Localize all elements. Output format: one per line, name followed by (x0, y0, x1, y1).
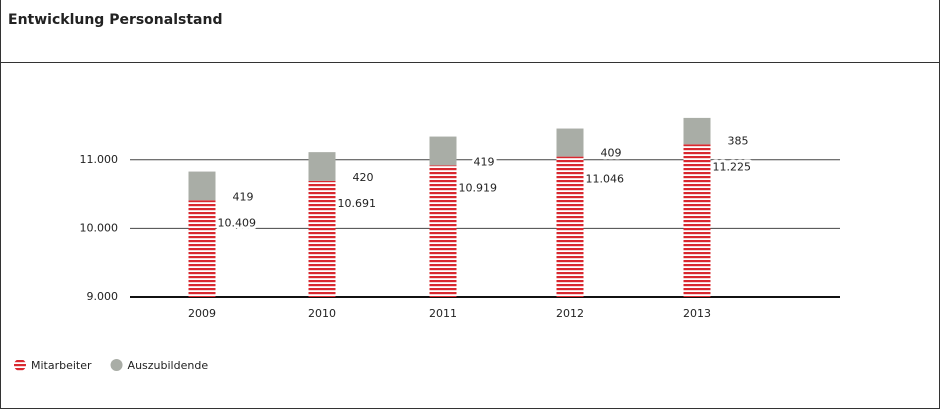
y-tick-label: 9.000 (87, 290, 119, 303)
bar-segment (308, 152, 336, 181)
chart-title: Entwicklung Personalstand (8, 12, 222, 28)
data-label: 10.691 (338, 197, 377, 210)
bar-segment (429, 136, 457, 166)
x-tick-label: 2012 (556, 307, 584, 320)
legend-label: Mitarbeiter (31, 359, 92, 372)
bar-segment (683, 117, 711, 145)
data-label: 10.409 (218, 216, 257, 229)
data-label: 11.225 (713, 160, 752, 173)
y-tick-label: 10.000 (80, 221, 119, 234)
bar-segment (683, 144, 711, 297)
legend-swatch (110, 359, 123, 371)
bar-segment (188, 200, 216, 297)
data-label: 420 (353, 171, 374, 184)
bar-segment (556, 156, 584, 297)
data-label: 419 (233, 190, 254, 203)
bar-segment (308, 180, 336, 297)
legend-label: Auszubildende (128, 359, 209, 372)
x-tick-label: 2010 (308, 307, 336, 320)
y-tick-label: 11.000 (80, 153, 119, 166)
data-label: 10.919 (459, 181, 498, 194)
data-label: 11.046 (586, 173, 625, 186)
bar-segment (429, 165, 457, 297)
bar-segment (188, 171, 216, 201)
data-label: 385 (728, 134, 749, 147)
data-label: 419 (474, 155, 495, 168)
x-tick-label: 2011 (429, 307, 457, 320)
x-tick-label: 2013 (683, 307, 711, 320)
x-tick-label: 2009 (188, 307, 216, 320)
data-label: 409 (601, 147, 622, 160)
bar-segment (556, 128, 584, 157)
legend-swatch (14, 359, 26, 371)
